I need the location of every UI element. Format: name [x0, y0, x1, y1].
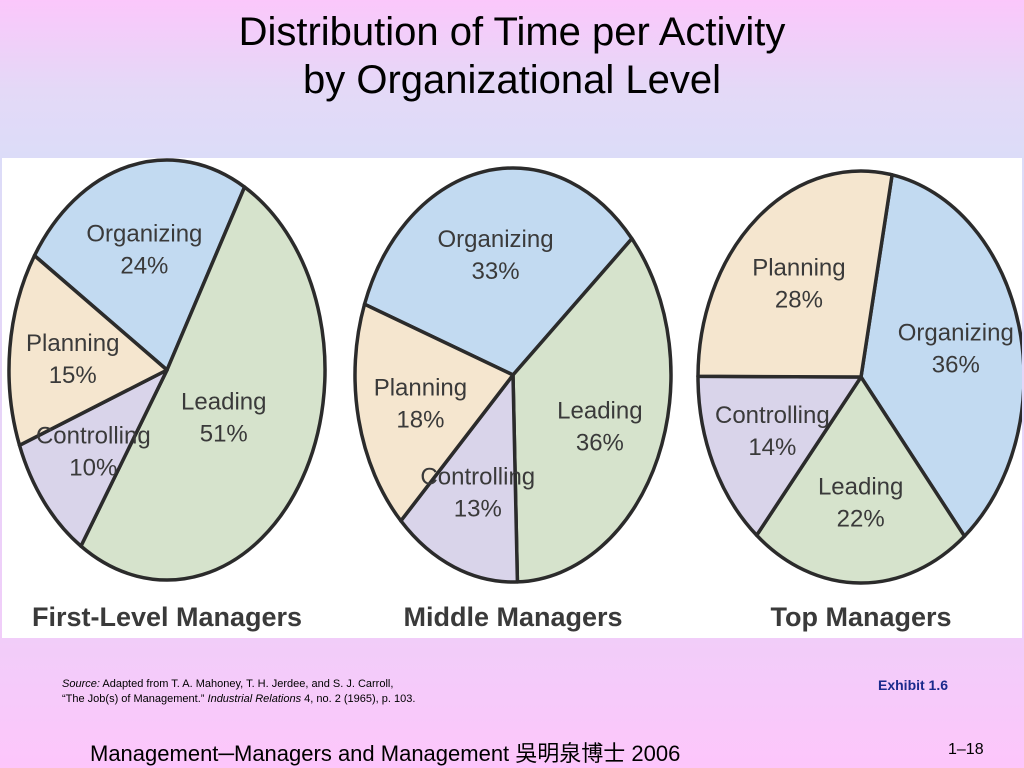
- first-level-managers-value-controlling: 10%: [69, 454, 117, 481]
- top-managers-label-organizing: Organizing: [898, 320, 1014, 347]
- middle-managers-value-organizing: 33%: [472, 258, 520, 285]
- first-level-managers-title: First-Level Managers: [32, 602, 302, 632]
- top-managers-value-leading: 22%: [837, 506, 885, 533]
- first-level-managers-slice-organizing: [32, 158, 247, 372]
- chart-panel: Organizing 24% Leading 51% Controlling 10% Pla…: [2, 158, 1022, 638]
- pie-charts: Organizing 24% Leading 51% Controlling 10% Pla…: [7, 158, 1022, 632]
- middle-managers-label-leading: Leading: [557, 398, 642, 425]
- source-line-2c: 4, no. 2 (1965), p. 103.: [301, 693, 416, 705]
- exhibit-label: Exhibit 1.6: [878, 677, 949, 693]
- first-level-managers-label-controlling: Controlling: [36, 422, 151, 449]
- title-line-2: by Organizational Level: [302, 58, 722, 102]
- top-managers-label-planning: Planning: [752, 254, 845, 281]
- first-level-managers-slice-leading: [79, 185, 327, 582]
- first-level-managers-value-organizing: 24%: [120, 253, 168, 280]
- middle-managers-label-planning: Planning: [374, 375, 467, 402]
- first-level-managers-label-planning: Planning: [26, 330, 119, 357]
- top-managers-value-planning: 28%: [775, 286, 823, 313]
- middle-managers-label-controlling: Controlling: [420, 463, 535, 490]
- source-line-2a: “The Job(s) of Management.”: [62, 693, 208, 705]
- top-managers-slice-controlling: [696, 374, 863, 538]
- middle-managers-label-organizing: Organizing: [438, 226, 554, 253]
- middle-managers-value-planning: 18%: [396, 407, 444, 434]
- source-note: Source: Adapted from T. A. Mahoney, T. H…: [62, 677, 415, 707]
- page-number: 1–18: [948, 741, 984, 758]
- source-label: Source:: [62, 678, 100, 690]
- top-managers-slice-planning: [696, 169, 894, 379]
- slide-title: Distribution of Time per Activity by Org…: [0, 8, 1024, 104]
- middle-managers-slice-planning: [353, 302, 515, 523]
- top-managers-label-controlling: Controlling: [715, 402, 830, 429]
- first-level-managers-label-leading: Leading: [181, 389, 266, 416]
- first-level-managers-slice-controlling: [17, 368, 169, 548]
- footer-text: Management─Managers and Management 吳明泉博士…: [90, 741, 681, 766]
- middle-managers-title: Middle Managers: [403, 602, 622, 632]
- first-level-managers-slice-planning: [7, 253, 169, 448]
- title-line-1: Distribution of Time per Activity: [238, 10, 786, 54]
- top-managers-value-organizing: 36%: [932, 352, 980, 379]
- top-managers-label-leading: Leading: [818, 474, 903, 501]
- top-managers-slice-leading: [754, 375, 967, 585]
- top-managers-value-controlling: 14%: [748, 434, 796, 461]
- middle-managers-slice-leading: [511, 236, 673, 584]
- top-managers-title: Top Managers: [770, 602, 951, 632]
- middle-managers-slice-controlling: [399, 373, 520, 584]
- top-managers-slice-organizing: [859, 173, 1022, 538]
- middle-managers-slice-organizing: [362, 166, 634, 377]
- source-line-1: Adapted from T. A. Mahoney, T. H. Jerdee…: [99, 678, 394, 690]
- middle-managers-value-leading: 36%: [576, 430, 624, 457]
- first-level-managers-value-planning: 15%: [49, 362, 97, 389]
- middle-managers-value-controlling: 13%: [454, 495, 502, 522]
- source-journal: Industrial Relations: [207, 693, 302, 705]
- first-level-managers-label-organizing: Organizing: [86, 221, 202, 248]
- first-level-managers-value-leading: 51%: [200, 421, 248, 448]
